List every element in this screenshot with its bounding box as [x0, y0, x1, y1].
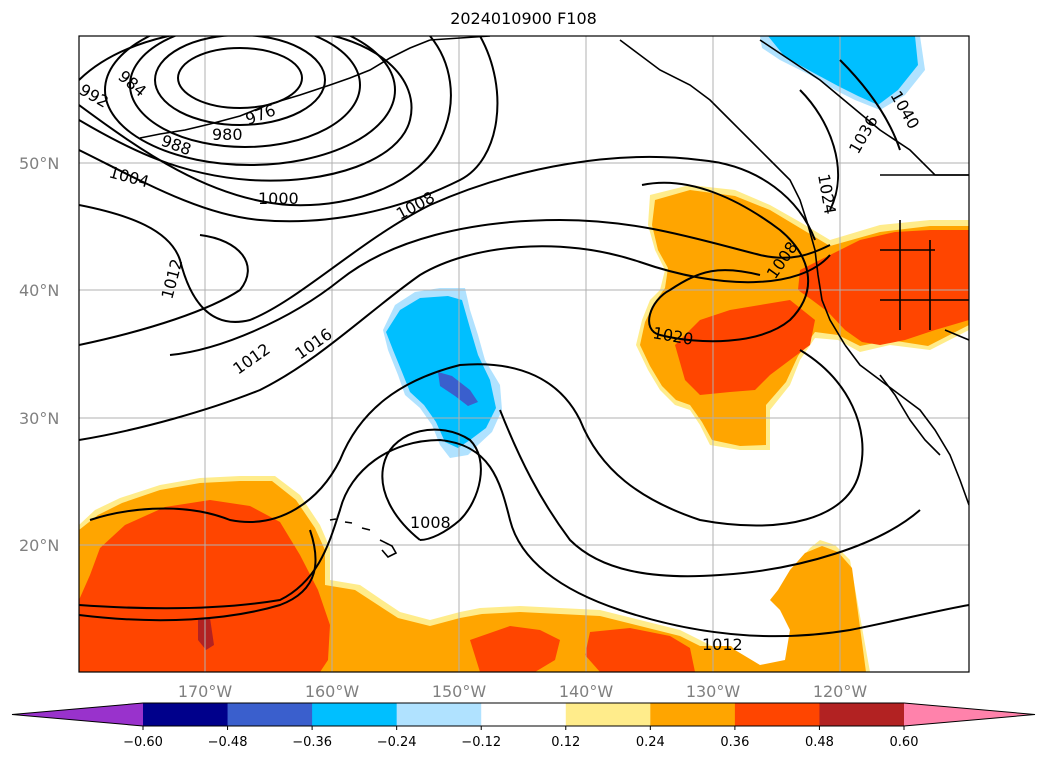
colorbar-segment [143, 703, 229, 726]
map-title: 2024010900 F108 [450, 9, 597, 28]
near-zero-gap [700, 580, 790, 665]
graticule [79, 36, 969, 672]
colorbar-tick-label: 0.60 [890, 735, 919, 750]
aleutian-chain [139, 39, 431, 139]
isobars [79, 36, 969, 638]
isobar-1008 [79, 156, 816, 323]
colorbar-tick-label: −0.12 [461, 735, 501, 750]
california-coast [844, 344, 969, 506]
isobar-1012-west [79, 218, 831, 356]
isobar-label: 980 [212, 125, 243, 144]
lon-label-170w: 170°W [178, 682, 233, 701]
isobar-1016-south [79, 529, 317, 622]
colorbar-tick-label: 0.36 [720, 735, 749, 750]
map-frame [78, 35, 970, 673]
isobar-1020 [641, 181, 809, 343]
isobar-1000 [79, 36, 452, 207]
isobar-1008-low [381, 428, 482, 541]
isobar-1024 [799, 89, 839, 211]
colorbar-tick-label: −0.60 [123, 735, 163, 750]
isobar-label: 1012 [702, 635, 743, 654]
canada-inland [759, 39, 969, 176]
coastlines [139, 36, 969, 558]
us-states [880, 220, 969, 341]
isobar-low-984 [129, 36, 361, 148]
isobar-1004 [79, 36, 499, 223]
colorbar-tick-label: 0.24 [636, 735, 665, 750]
lat-label-30: 30°N [19, 409, 59, 428]
lon-label-130w: 130°W [686, 682, 741, 701]
longitude-labels: 170°W 160°W 150°W 140°W 130°W 120°W [178, 682, 868, 701]
baja-coast [879, 374, 941, 456]
isobar-1012-loop [89, 349, 864, 527]
colorbar-segment [650, 703, 736, 726]
pos-anomaly-sw-max [198, 618, 214, 650]
lat-label-40: 40°N [19, 281, 59, 300]
pos-anomaly-sw-core3 [585, 628, 695, 672]
isobar-1012-south [79, 438, 969, 638]
lon-label-120w: 120°W [813, 682, 868, 701]
lat-label-50: 50°N [19, 154, 59, 173]
colorbar-tick-label: −0.48 [208, 735, 248, 750]
colorbar-segment [227, 703, 313, 726]
colorbar-segment [734, 703, 820, 726]
colorbar-tick-label: 0.48 [805, 735, 834, 750]
bc-coast [619, 39, 846, 346]
pos-anomaly-ne-core2 [798, 230, 969, 345]
lon-label-150w: 150°W [432, 682, 487, 701]
isobar-low-988 [104, 36, 396, 166]
isobar-low-976 [177, 47, 303, 109]
colorbar-segment [396, 703, 482, 726]
colorbar-tick-label: −0.24 [377, 735, 417, 750]
latitude-labels: 50°N 40°N 30°N 20°N [19, 154, 59, 555]
colorbar-segment [565, 703, 651, 726]
isobar-label: 1008 [410, 513, 451, 532]
isobar-1016 [79, 245, 831, 441]
colorbar-extend-max [904, 703, 1035, 726]
colorbar-segment [312, 703, 398, 726]
isobar-low-980 [154, 36, 326, 126]
neg-anomaly-central-max [438, 372, 478, 406]
neg-anomaly-north-core [768, 36, 918, 105]
isobar-992 [79, 36, 413, 182]
colorbar-extend-min [12, 703, 143, 726]
isobar-1036 [839, 59, 901, 151]
isobar-1016-mid [499, 409, 921, 578]
colorbar-segment [481, 703, 567, 726]
isobar-label: 1000 [258, 189, 299, 208]
neg-anomaly-central-core [386, 296, 496, 448]
pos-anomaly-sw-core2 [470, 626, 560, 672]
lon-label-160w: 160°W [305, 682, 360, 701]
colorbar-segment [819, 703, 905, 726]
lat-label-20: 20°N [19, 536, 59, 555]
anomaly-shading [79, 36, 969, 672]
lon-label-140w: 140°W [559, 682, 614, 701]
colorbar: −0.60 −0.48 −0.36 −0.24 −0.12 0.12 0.24 0.36 0.4… [11, 702, 1036, 750]
pos-anomaly-ne-core1 [675, 300, 815, 395]
colorbar-tick-label: 0.12 [551, 735, 580, 750]
colorbar-tick-label: −0.36 [292, 735, 332, 750]
hawaii [329, 518, 398, 558]
near-zero-gap-2 [345, 560, 520, 612]
